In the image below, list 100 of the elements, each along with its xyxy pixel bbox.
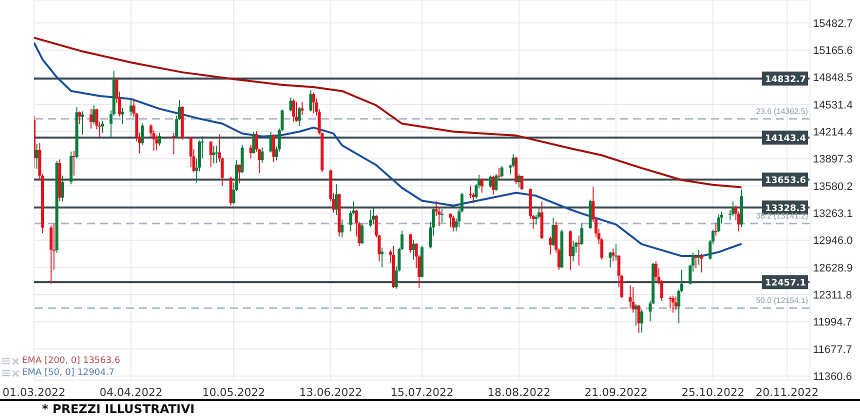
candlestick <box>488 175 492 188</box>
candlestick <box>520 175 524 191</box>
candlestick <box>294 101 298 122</box>
candlestick <box>61 175 64 202</box>
candlestick <box>120 107 124 125</box>
y-tick-label: 12946.0 <box>813 235 853 248</box>
candlestick <box>714 222 718 236</box>
y-tick-label: 13897.3 <box>813 154 853 166</box>
y-tick-label: 14848.5 <box>813 72 853 84</box>
candlestick <box>412 239 415 260</box>
candlestick <box>90 108 93 130</box>
candlestick <box>697 250 700 266</box>
x-tick-label: 10.05.2022 <box>202 386 266 399</box>
candlestick <box>498 167 501 180</box>
candlestick <box>92 104 96 125</box>
candlestick <box>580 223 584 246</box>
candlestick <box>360 223 364 245</box>
x-tick-label: 25.10.2022 <box>682 386 744 399</box>
candlestick <box>292 98 296 122</box>
candlestick <box>312 92 316 114</box>
candlestick <box>252 131 256 154</box>
x-tick-label: 15.07.2022 <box>390 386 454 399</box>
candlestick <box>628 284 632 309</box>
x-tick-label: 20.11.2022 <box>756 386 819 399</box>
x-tick-label: 13.06.2022 <box>299 386 362 399</box>
candlestick <box>700 253 704 273</box>
text: * PREZZI ILLUSTRATIVI <box>42 402 195 416</box>
text: EMA [50, 0] 12904.7 <box>22 368 114 378</box>
x-tick-label: 01.03.2022 <box>2 386 66 399</box>
y-tick-label: 13580.2 <box>813 180 853 193</box>
candlestick <box>572 240 575 262</box>
ref-line-label: 50.0 (12154.1) <box>756 296 808 306</box>
candlestick <box>409 233 412 254</box>
candlestick <box>612 248 615 262</box>
candlestick <box>640 308 644 333</box>
x-tick-label: 04.04.2022 <box>100 386 162 399</box>
candlestick <box>189 136 192 168</box>
x-tick-label: 18.08.2022 <box>488 386 550 399</box>
y-tick-label: 15165.6 <box>813 44 853 57</box>
candlestick <box>480 178 484 194</box>
candlestick <box>372 206 375 224</box>
candlestick <box>300 101 304 116</box>
candlestick <box>238 164 241 184</box>
y-tick-label: 11994.7 <box>813 316 852 329</box>
y-tick-label: 11360.6 <box>813 371 852 383</box>
ref-line-label: 12457.1 <box>765 278 806 289</box>
line-series <box>34 42 743 258</box>
candlestick <box>494 173 498 192</box>
candlestick <box>449 212 452 228</box>
y-tick-label: 11677.7 <box>813 344 852 356</box>
candlestick <box>212 145 216 164</box>
y-tick-label: 12628.9 <box>813 262 853 274</box>
candlestick <box>298 106 301 126</box>
ref-line-label: 14143.4 <box>765 134 806 144</box>
x-tick-label: 21.09.2022 <box>584 386 648 399</box>
candlestick <box>309 89 312 112</box>
y-tick-label: 13263.1 <box>813 208 853 220</box>
candlestick <box>50 224 53 284</box>
candlestick <box>654 260 658 284</box>
y-tick-label: 14214.4 <box>813 126 853 138</box>
candlestick <box>260 146 264 164</box>
candlestick <box>608 251 612 268</box>
ref-line-label: 23.6 (14362.5) <box>756 106 808 116</box>
candlestick <box>100 120 104 134</box>
candlestick <box>215 145 218 164</box>
candlestick <box>369 209 372 228</box>
candlestick <box>158 132 162 146</box>
candlestick <box>672 295 675 314</box>
candlestick <box>694 254 698 269</box>
ref-line-label: 14832.7 <box>765 75 806 86</box>
candlestick <box>452 215 455 232</box>
candlestick <box>209 140 212 168</box>
candlestick <box>172 132 176 155</box>
y-tick-label: 12311.8 <box>813 289 852 302</box>
candlestick <box>440 208 444 224</box>
candlestick <box>340 218 344 238</box>
candlestick <box>500 166 504 178</box>
candlestick <box>334 184 338 216</box>
candlestick <box>552 217 555 246</box>
candlestick <box>674 296 678 311</box>
candlestick <box>140 122 144 146</box>
candlestick <box>577 235 580 266</box>
y-tick-label: 15482.7 <box>813 18 853 30</box>
ref-line-label: 13653.6 <box>765 176 806 186</box>
candlestick <box>72 150 76 176</box>
candlestick <box>731 200 734 216</box>
candlestick <box>78 110 82 125</box>
candlestick <box>632 286 635 314</box>
candlestick <box>272 134 276 162</box>
y-tick-label: 14531.4 <box>813 99 853 112</box>
candlestick <box>518 173 520 188</box>
candlestick <box>634 304 638 326</box>
candlestick <box>717 214 720 233</box>
text: EMA [200, 0] 13563.6 <box>22 356 120 366</box>
candlestick <box>380 247 384 268</box>
line-series <box>34 36 743 188</box>
candlestick <box>668 296 672 309</box>
candlestick <box>130 98 132 116</box>
ref-line-label: 13328.3 <box>765 204 806 214</box>
candlestick <box>637 304 640 334</box>
